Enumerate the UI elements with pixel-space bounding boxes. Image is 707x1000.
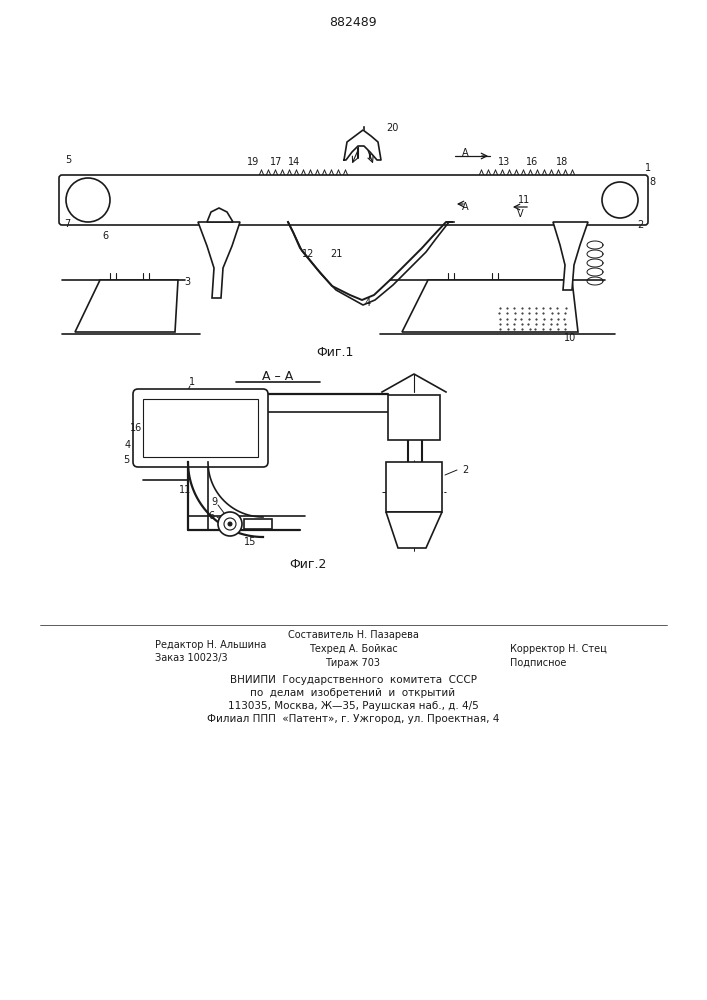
Polygon shape bbox=[553, 222, 588, 290]
Text: 16: 16 bbox=[130, 423, 142, 433]
Text: Техред А. Бойкас: Техред А. Бойкас bbox=[309, 644, 397, 654]
Text: 5: 5 bbox=[65, 155, 71, 165]
Polygon shape bbox=[344, 130, 381, 160]
Text: 6: 6 bbox=[102, 231, 108, 241]
Text: A: A bbox=[462, 202, 468, 212]
Text: 14: 14 bbox=[288, 157, 300, 167]
Text: 6: 6 bbox=[208, 511, 214, 521]
Text: 882489: 882489 bbox=[329, 15, 377, 28]
Text: 20: 20 bbox=[386, 123, 398, 133]
Text: A: A bbox=[462, 148, 468, 158]
Polygon shape bbox=[207, 208, 233, 222]
Text: Заказ 10023/3: Заказ 10023/3 bbox=[155, 653, 228, 663]
Bar bbox=[388, 395, 440, 440]
Text: 4: 4 bbox=[365, 298, 371, 308]
Text: 17: 17 bbox=[270, 157, 282, 167]
Polygon shape bbox=[402, 280, 578, 332]
Text: Фиг.1: Фиг.1 bbox=[316, 347, 354, 360]
Text: 11: 11 bbox=[518, 195, 530, 205]
Text: 12: 12 bbox=[302, 249, 314, 259]
Text: Тираж 703: Тираж 703 bbox=[325, 658, 380, 668]
Bar bbox=[386, 462, 442, 512]
Text: Составитель Н. Пазарева: Составитель Н. Пазарева bbox=[288, 630, 419, 640]
Text: 13: 13 bbox=[498, 157, 510, 167]
Circle shape bbox=[66, 178, 110, 222]
Bar bbox=[244, 519, 272, 529]
Text: 8: 8 bbox=[649, 177, 655, 187]
Text: Корректор Н. Стец: Корректор Н. Стец bbox=[510, 644, 607, 654]
FancyBboxPatch shape bbox=[59, 175, 648, 225]
Text: по  делам  изобретений  и  открытий: по делам изобретений и открытий bbox=[250, 688, 455, 698]
Text: А – А: А – А bbox=[262, 369, 293, 382]
Bar bbox=[143, 399, 258, 457]
Polygon shape bbox=[75, 280, 178, 332]
Text: 113035, Москва, Ж—35, Раушская наб., д. 4/5: 113035, Москва, Ж—35, Раушская наб., д. … bbox=[228, 701, 479, 711]
FancyBboxPatch shape bbox=[133, 389, 268, 467]
Polygon shape bbox=[198, 222, 240, 298]
Circle shape bbox=[218, 512, 242, 536]
Text: Филиал ППП  «Патент», г. Ужгород, ул. Проектная, 4: Филиал ППП «Патент», г. Ужгород, ул. Про… bbox=[207, 714, 499, 724]
Text: 1: 1 bbox=[645, 163, 651, 173]
Text: Подписное: Подписное bbox=[510, 658, 566, 668]
Text: ВНИИПИ  Государственного  комитета  СССР: ВНИИПИ Государственного комитета СССР bbox=[230, 675, 477, 685]
Text: Фиг.2: Фиг.2 bbox=[289, 558, 327, 572]
Text: 18: 18 bbox=[556, 157, 568, 167]
Text: 21: 21 bbox=[329, 249, 342, 259]
Text: 10: 10 bbox=[564, 333, 576, 343]
Text: Редактор Н. Альшина: Редактор Н. Альшина bbox=[155, 640, 267, 650]
Text: 3: 3 bbox=[184, 277, 190, 287]
Text: 4: 4 bbox=[125, 440, 131, 450]
Circle shape bbox=[224, 518, 236, 530]
Text: 9: 9 bbox=[211, 497, 217, 507]
Text: 7: 7 bbox=[64, 219, 70, 229]
Polygon shape bbox=[386, 512, 442, 548]
Circle shape bbox=[228, 522, 232, 526]
Text: 5: 5 bbox=[123, 455, 129, 465]
Text: 1: 1 bbox=[189, 377, 195, 387]
Text: 15: 15 bbox=[244, 537, 256, 547]
Text: 2: 2 bbox=[637, 220, 643, 230]
Text: 16: 16 bbox=[526, 157, 538, 167]
Text: 19: 19 bbox=[247, 157, 259, 167]
Text: 2: 2 bbox=[462, 465, 468, 475]
Text: 11: 11 bbox=[179, 485, 191, 495]
Text: V: V bbox=[517, 209, 523, 219]
Circle shape bbox=[602, 182, 638, 218]
